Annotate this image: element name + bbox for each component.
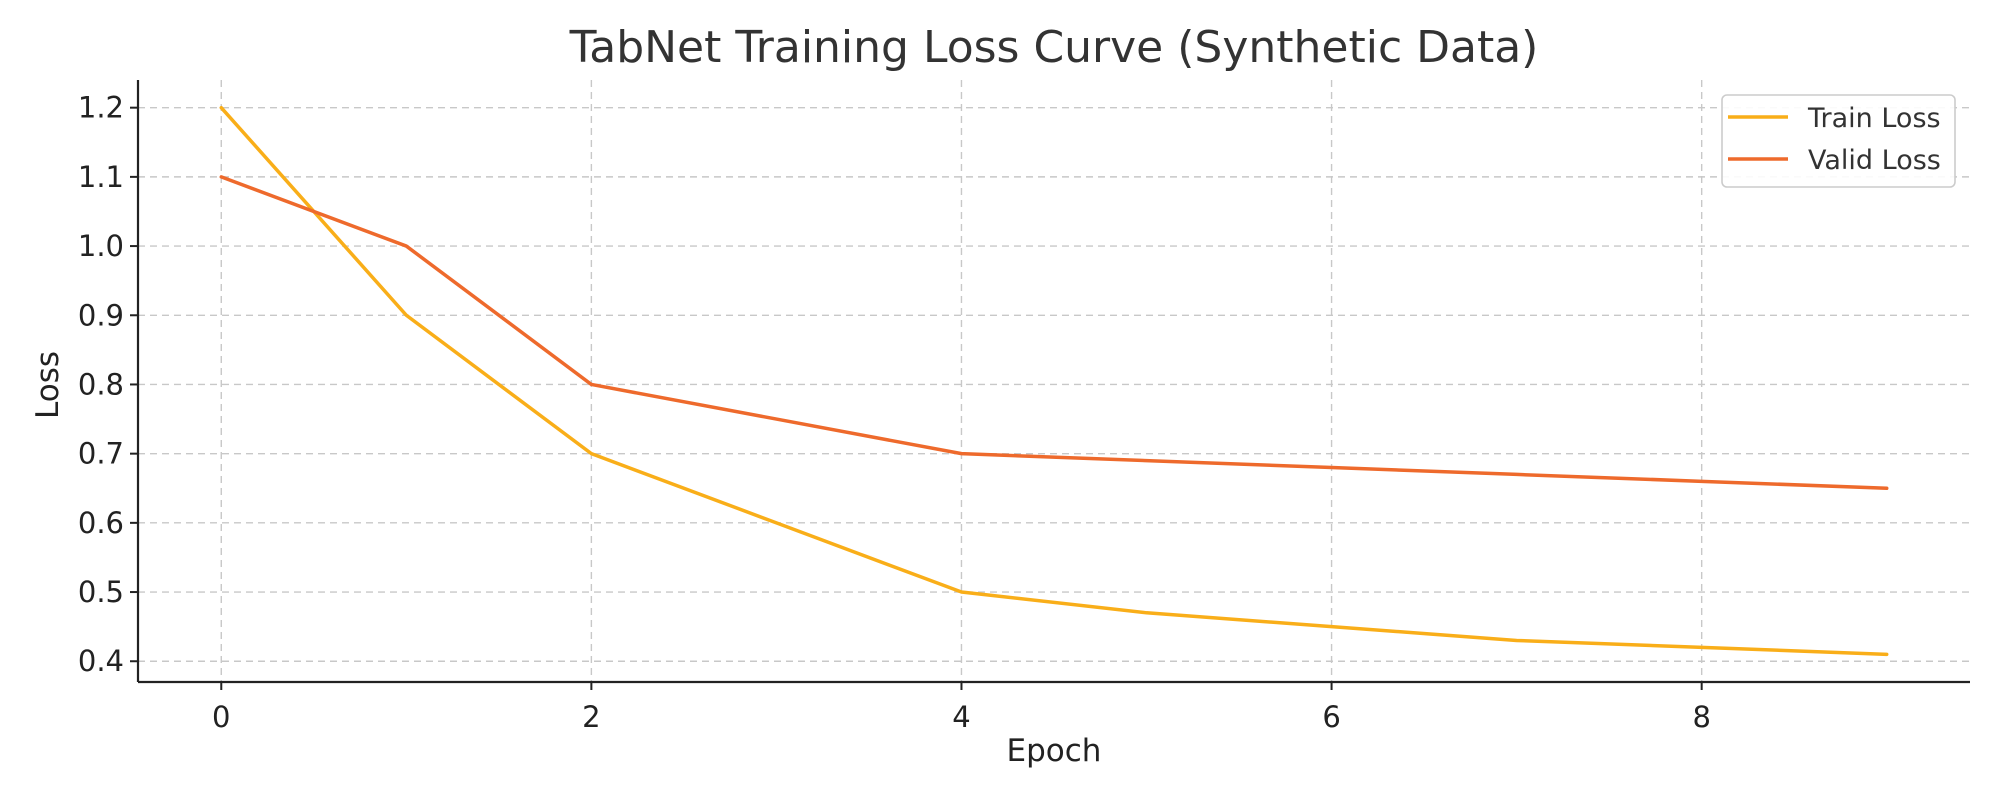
series-line-valid-loss	[219, 175, 1889, 491]
x-tick-label: 4	[952, 700, 970, 734]
tick-labels: 0 2 4 6 8 0.4 0.5 0.6 0.7 0.8 0.9 1.0 1.1 1.2	[78, 91, 1711, 734]
series-line-train-loss	[219, 105, 1889, 657]
y-tick-label: 0.5	[78, 575, 124, 609]
y-tick-label: 1.0	[78, 229, 124, 263]
y-tick-label: 0.8	[78, 367, 124, 401]
y-tick-label: 1.2	[78, 91, 124, 125]
legend-label-train-loss: Train Loss	[1807, 103, 1941, 134]
series-lines	[219, 105, 1889, 657]
x-tick-label: 6	[1322, 700, 1340, 734]
legend: Train Loss Valid Loss	[1721, 94, 1956, 188]
x-tick-label: 0	[212, 700, 230, 734]
y-tick-label: 0.6	[78, 506, 124, 540]
y-tick-label: 0.9	[78, 298, 124, 332]
y-tick-label: 0.7	[78, 437, 124, 471]
axes	[136, 80, 1970, 684]
y-tick-label: 0.4	[78, 644, 124, 678]
legend-label-valid-loss: Valid Loss	[1808, 145, 1941, 176]
y-tick-label: 1.1	[78, 160, 124, 194]
grid	[138, 80, 1970, 682]
chart-title: TabNet Training Loss Curve (Synthetic Da…	[569, 22, 1539, 73]
y-axis-title: Loss	[30, 351, 66, 419]
x-tick-label: 2	[582, 700, 600, 734]
x-axis-title: Epoch	[1007, 733, 1102, 769]
x-tick-label: 8	[1692, 700, 1710, 734]
